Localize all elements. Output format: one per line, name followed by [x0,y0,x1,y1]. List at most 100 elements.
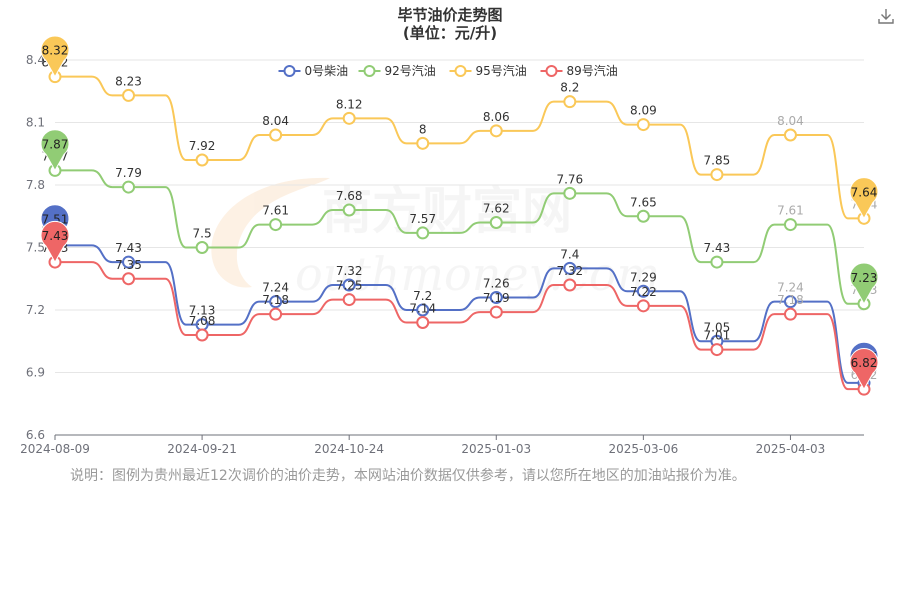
pin-label: 7.23 [851,271,878,285]
x-tick-label: 2025-01-03 [461,442,531,456]
data-point [342,293,356,307]
data-point [342,203,356,217]
data-label: 8 [419,122,427,136]
data-point [416,316,430,329]
pin-marker [849,347,879,391]
legend-marker [363,65,376,77]
data-point [489,305,503,319]
data-label: 7.14 [409,302,436,316]
legend-marker [454,65,467,77]
southmoney-watermark: 南方财富网 outhmoney.com [211,177,660,301]
legend-item[interactable]: 0号柴油 [278,64,349,78]
data-label: 7.32 [336,264,363,278]
data-label: 7.68 [336,189,363,203]
pin-marker [40,35,70,78]
data-point [489,291,503,304]
series-line [55,261,864,391]
pin-label: 6.82 [851,356,878,370]
data-point [489,216,503,229]
y-tick-label: 8.1 [26,116,45,130]
y-tick-label: 6.9 [26,366,45,380]
x-tick-label: 2024-10-24 [314,442,384,456]
data-label: 7.65 [630,195,657,209]
disclaimer-note: 说明：图例为贵州最近12次调价的油价走势，本网站油价数据仅供参考，请以您所在地区… [70,468,746,484]
legend-marker [545,65,558,77]
data-label: 7.22 [630,285,657,299]
y-tick-label: 7.5 [26,241,45,255]
data-label: 7.24 [262,281,289,295]
data-point [122,255,136,269]
data-point [342,111,356,125]
y-tick-label: 7.8 [26,178,45,192]
data-point [342,278,356,292]
data-label: 7.79 [115,166,142,180]
y-tick-label: 6.6 [26,428,45,442]
data-point [710,343,724,357]
legend-label: 89号汽油 [567,63,618,78]
download-icon[interactable] [876,6,896,26]
data-label: 7.2 [413,289,432,303]
data-point [269,295,283,309]
data-point [783,307,797,321]
data-label: 7.25 [336,279,363,293]
data-label: 7.19 [483,291,510,305]
data-point [122,88,136,102]
data-point [563,261,577,275]
data-label: 8.06 [483,110,510,124]
series-line [55,169,864,305]
chart-title: 毕节油价走势图 [397,6,503,24]
data-label: 7.13 [189,304,216,318]
data-label: 7.01 [704,329,731,343]
pin-label: 8.32 [42,44,69,58]
data-label: 8.04 [777,114,804,128]
pin-label: 7.87 [42,137,69,151]
data-point [195,241,209,254]
legend-item[interactable]: 95号汽油 [449,63,527,78]
svg-text:outhmoney.com: outhmoney.com [295,247,660,301]
data-point [783,295,797,309]
data-point [416,136,430,150]
y-tick-label: 7.2 [26,303,45,317]
data-point [636,118,650,132]
data-label: 7.92 [189,139,216,153]
data-point [710,168,724,182]
series-line [55,75,864,220]
pin-marker [40,220,70,264]
data-point [269,218,283,232]
pin-marker [849,177,879,220]
legend-label: 95号汽油 [476,63,527,78]
data-label: 7.18 [262,293,289,307]
legend-item[interactable]: 92号汽油 [358,63,436,78]
data-label: 7.85 [704,154,731,168]
data-point [636,209,650,223]
data-label: 7.32 [556,264,583,278]
pin-label: 7.43 [42,229,69,243]
pin-marker [40,129,70,172]
data-point [710,255,724,269]
data-label: 7.26 [483,277,510,291]
data-label: 7.29 [630,270,657,284]
x-tick-label: 2024-09-21 [167,442,237,456]
data-label: 7.61 [777,204,804,218]
pin-marker [849,262,879,305]
data-label: 7.08 [189,314,216,328]
data-label: 7.05 [704,320,731,334]
data-point [195,153,209,167]
data-point [636,284,650,298]
data-point [563,278,577,292]
data-label: 7.62 [483,202,510,216]
data-point [269,307,283,321]
data-label: 7.61 [262,204,289,218]
data-label: 7.43 [115,241,142,255]
data-point [783,218,797,232]
x-tick-label: 2024-08-09 [20,442,90,456]
legend-item[interactable]: 89号汽油 [540,63,618,78]
data-label: 7.76 [556,172,583,186]
pin-label: 7.64 [851,185,878,199]
data-label: 8.12 [336,97,363,111]
data-point [563,95,577,109]
data-point [489,124,503,138]
x-tick-label: 2025-04-03 [756,442,826,456]
data-label: 7.57 [409,212,436,226]
data-point [122,272,136,286]
